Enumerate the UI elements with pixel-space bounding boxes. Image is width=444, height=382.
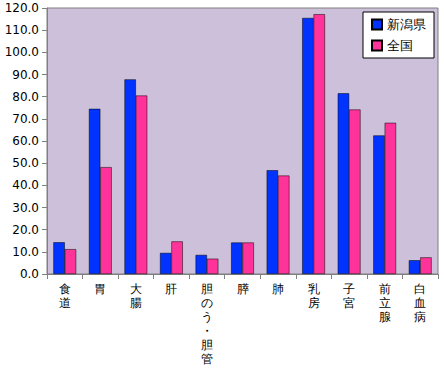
svg-text:管: 管 bbox=[201, 352, 213, 366]
svg-text:・: ・ bbox=[201, 324, 213, 338]
svg-text:胆: 胆 bbox=[201, 338, 213, 352]
svg-text:腺: 腺 bbox=[379, 310, 391, 324]
svg-text:白: 白 bbox=[414, 282, 426, 296]
svg-text:の: の bbox=[201, 296, 213, 310]
svg-text:胆: 胆 bbox=[201, 282, 213, 296]
svg-text:20.0: 20.0 bbox=[12, 223, 39, 237]
svg-text:肝: 肝 bbox=[165, 282, 177, 296]
svg-text:30.0: 30.0 bbox=[12, 201, 39, 215]
svg-text:立: 立 bbox=[379, 296, 391, 310]
svg-text:0.0: 0.0 bbox=[20, 267, 39, 281]
svg-text:乳: 乳 bbox=[308, 282, 320, 296]
svg-text:道: 道 bbox=[59, 296, 71, 310]
svg-text:90.0: 90.0 bbox=[12, 68, 39, 82]
svg-text:80.0: 80.0 bbox=[12, 90, 39, 104]
svg-text:120.0: 120.0 bbox=[5, 1, 39, 15]
svg-text:宮: 宮 bbox=[343, 296, 355, 310]
svg-text:40.0: 40.0 bbox=[12, 178, 39, 192]
svg-text:10.0: 10.0 bbox=[12, 245, 39, 259]
svg-text:70.0: 70.0 bbox=[12, 112, 39, 126]
svg-text:100.0: 100.0 bbox=[5, 45, 39, 59]
svg-text:食: 食 bbox=[59, 282, 71, 296]
svg-text:前: 前 bbox=[379, 282, 391, 296]
svg-text:110.0: 110.0 bbox=[5, 23, 39, 37]
svg-text:全国: 全国 bbox=[387, 38, 413, 53]
svg-text:60.0: 60.0 bbox=[12, 134, 39, 148]
svg-text:う: う bbox=[201, 310, 213, 324]
svg-text:肺: 肺 bbox=[272, 282, 284, 296]
svg-text:新潟県: 新潟県 bbox=[387, 17, 426, 32]
svg-text:50.0: 50.0 bbox=[12, 156, 39, 170]
svg-text:腸: 腸 bbox=[130, 296, 142, 310]
svg-text:房: 房 bbox=[308, 296, 320, 310]
svg-text:病: 病 bbox=[414, 310, 426, 324]
svg-text:胃: 胃 bbox=[94, 282, 106, 296]
svg-text:血: 血 bbox=[414, 296, 426, 310]
svg-text:大: 大 bbox=[130, 282, 142, 296]
svg-text:膵: 膵 bbox=[237, 282, 249, 296]
svg-text:子: 子 bbox=[343, 282, 355, 296]
